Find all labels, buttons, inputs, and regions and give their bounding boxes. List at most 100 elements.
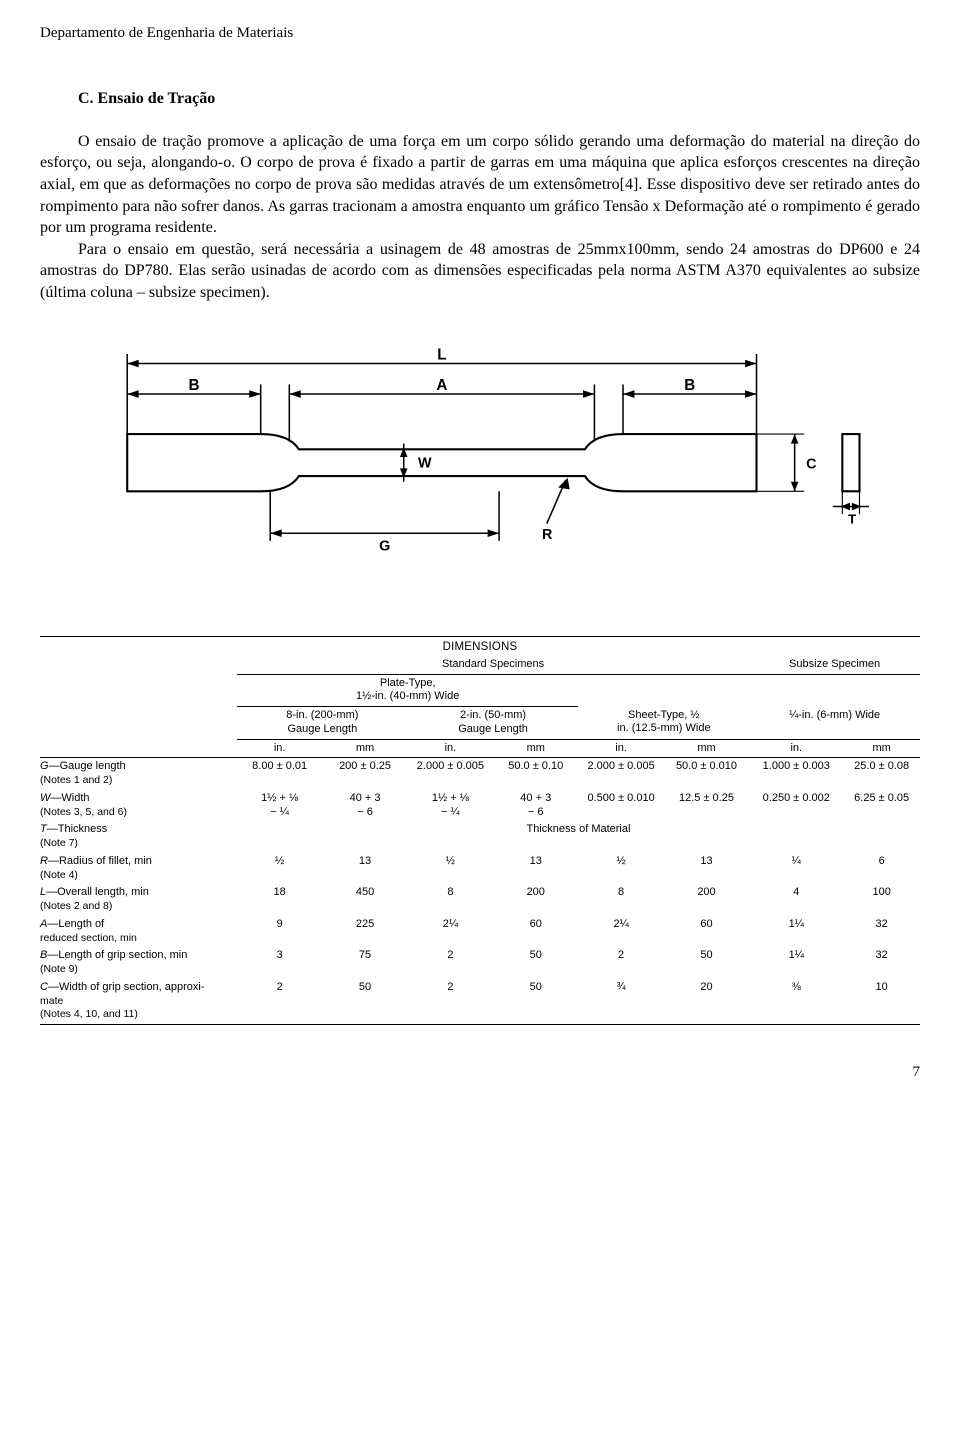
table-cell: 1¼	[749, 947, 843, 979]
table-row: A—Length ofreduced section, min92252¼602…	[40, 916, 920, 948]
hdr-plate: Plate-Type, 1½-in. (40-mm) Wide	[237, 674, 578, 707]
hdr-subsize: Subsize Specimen	[749, 656, 920, 674]
unit-mm: mm	[664, 739, 749, 758]
table-cell: 75	[322, 947, 407, 979]
table-cell: 8	[408, 884, 493, 916]
table-cell: 13	[322, 853, 407, 885]
table-cell: 2¼	[578, 916, 663, 948]
table-row: T—Thickness(Note 7)Thickness of Material	[40, 821, 920, 853]
table-cell: 60	[664, 916, 749, 948]
table-cell: 32	[843, 916, 920, 948]
table-cell: 18	[237, 884, 322, 916]
label-A: A	[436, 377, 447, 394]
table-cell: 50	[493, 979, 578, 1025]
table-cell: 6.25 ± 0.05	[843, 790, 920, 822]
row-label: L—Overall length, min(Notes 2 and 8)	[40, 884, 237, 916]
hdr-gl2: 2-in. (50-mm) Gauge Length	[408, 707, 579, 740]
row-label: G—Gauge length(Notes 1 and 2)	[40, 758, 237, 790]
table-cell: 12.5 ± 0.25	[664, 790, 749, 822]
table-cell: 50	[322, 979, 407, 1025]
table-cell: ¾	[578, 979, 663, 1025]
label-C: C	[806, 456, 816, 472]
section-title: C. Ensaio de Tração	[40, 89, 920, 109]
hdr-standard: Standard Specimens	[237, 656, 749, 674]
table-cell: ⅜	[749, 979, 843, 1025]
table-cell: 50	[664, 947, 749, 979]
table-cell: ½	[578, 853, 663, 885]
page-header: Departamento de Engenharia de Materiais	[40, 24, 920, 43]
table-cell: 1.000 ± 0.003	[749, 758, 843, 790]
table-cell: ¼	[749, 853, 843, 885]
table-cell: 40 + 3 − 6	[493, 790, 578, 822]
hdr-sheet: Sheet-Type, ½ in. (12.5-mm) Wide	[578, 707, 749, 740]
table-cell: 450	[322, 884, 407, 916]
label-L: L	[437, 346, 446, 363]
table-cell: 2¼	[408, 916, 493, 948]
table-cell: 2.000 ± 0.005	[408, 758, 493, 790]
row-label: T—Thickness(Note 7)	[40, 821, 237, 853]
table-cell: 0.500 ± 0.010	[578, 790, 663, 822]
table-cell: 2	[578, 947, 663, 979]
label-W: W	[418, 455, 432, 471]
body-text: O ensaio de tração promove a aplicação d…	[40, 131, 920, 304]
specimen-diagram: L B A B W C T R	[70, 346, 890, 566]
row-label: B—Length of grip section, min(Note 9)	[40, 947, 237, 979]
table-cell: 40 + 3 − 6	[322, 790, 407, 822]
table-cell: ½	[408, 853, 493, 885]
table-cell: 13	[664, 853, 749, 885]
hdr-quarter: ¼-in. (6-mm) Wide	[749, 707, 920, 740]
unit-in: in.	[237, 739, 322, 758]
table-cell: 25.0 ± 0.08	[843, 758, 920, 790]
dimensions-table: Standard Specimens Subsize Specimen Plat…	[40, 656, 920, 1025]
table-cell: 1½ + ⅛ − ¼	[408, 790, 493, 822]
table-cell: 50.0 ± 0.10	[493, 758, 578, 790]
table-cell: 225	[322, 916, 407, 948]
table-cell: 2	[408, 979, 493, 1025]
unit-mm: mm	[322, 739, 407, 758]
table-row: L—Overall length, min(Notes 2 and 8)1845…	[40, 884, 920, 916]
row-label: R—Radius of fillet, min(Note 4)	[40, 853, 237, 885]
table-row: G—Gauge length(Notes 1 and 2)8.00 ± 0.01…	[40, 758, 920, 790]
thickness-of-material: Thickness of Material	[237, 821, 920, 853]
paragraph-2: Para o ensaio em questão, será necessári…	[40, 239, 920, 304]
unit-mm: mm	[493, 739, 578, 758]
table-cell: 2	[237, 979, 322, 1025]
unit-in: in.	[578, 739, 663, 758]
table-cell: 50.0 ± 0.010	[664, 758, 749, 790]
paragraph-1: O ensaio de tração promove a aplicação d…	[40, 131, 920, 239]
table-cell: 100	[843, 884, 920, 916]
table-cell: 0.250 ± 0.002	[749, 790, 843, 822]
table-cell: 9	[237, 916, 322, 948]
table-cell: 50	[493, 947, 578, 979]
dimensions-title: DIMENSIONS	[40, 636, 920, 654]
label-B-right: B	[684, 377, 695, 394]
table-row: W—Width(Notes 3, 5, and 6) 1½ + ⅛ − ¼40 +…	[40, 790, 920, 822]
table-cell: 8.00 ± 0.01	[237, 758, 322, 790]
label-G: G	[379, 538, 390, 554]
unit-mm: mm	[843, 739, 920, 758]
row-label: C—Width of grip section, approxi-mate(No…	[40, 979, 237, 1025]
label-R: R	[542, 526, 553, 542]
table-cell: 32	[843, 947, 920, 979]
unit-in: in.	[408, 739, 493, 758]
hdr-gl8: 8-in. (200-mm) Gauge Length	[237, 707, 408, 740]
page-number: 7	[40, 1063, 920, 1082]
table-cell: 1¼	[749, 916, 843, 948]
row-label: W—Width(Notes 3, 5, and 6)	[40, 790, 237, 822]
label-T: T	[848, 511, 856, 526]
table-cell: 8	[578, 884, 663, 916]
label-B-left: B	[188, 377, 199, 394]
table-cell: 200 ± 0.25	[322, 758, 407, 790]
table-cell: 6	[843, 853, 920, 885]
dimensions-table-block: DIMENSIONS Standard Specimens Subsize Sp…	[40, 636, 920, 1026]
row-label: A—Length ofreduced section, min	[40, 916, 237, 948]
table-cell: 13	[493, 853, 578, 885]
table-row: C—Width of grip section, approxi-mate(No…	[40, 979, 920, 1025]
table-cell: 200	[664, 884, 749, 916]
table-cell: 200	[493, 884, 578, 916]
table-cell: ½	[237, 853, 322, 885]
table-row: B—Length of grip section, min(Note 9)375…	[40, 947, 920, 979]
table-cell: 20	[664, 979, 749, 1025]
unit-in: in.	[749, 739, 843, 758]
table-cell: 2.000 ± 0.005	[578, 758, 663, 790]
